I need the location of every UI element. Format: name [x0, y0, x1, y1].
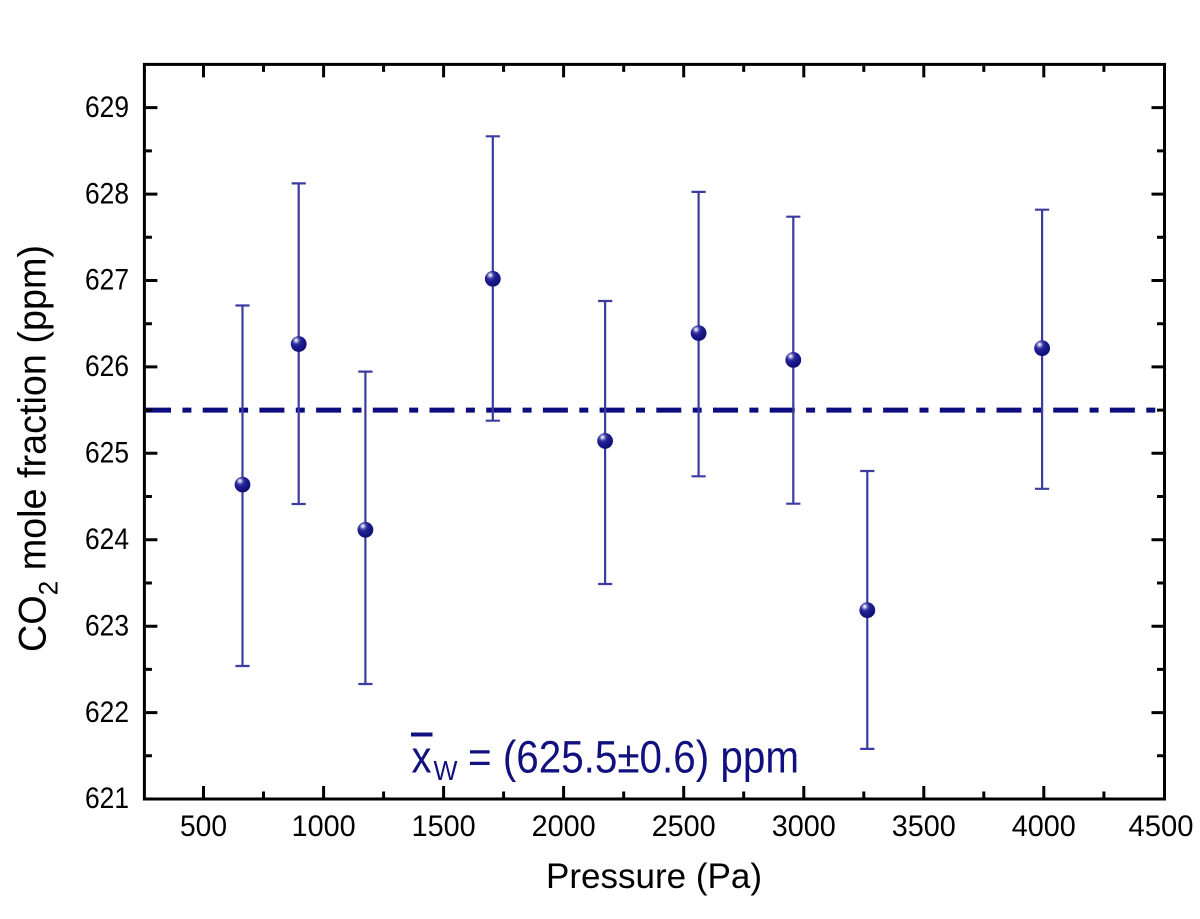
svg-text:626: 626: [85, 350, 129, 383]
svg-text:W: W: [434, 755, 459, 786]
svg-text:1000: 1000: [292, 810, 356, 843]
svg-text:500: 500: [180, 810, 227, 843]
svg-text:1500: 1500: [412, 810, 476, 843]
svg-text:621: 621: [85, 782, 129, 815]
svg-text:625: 625: [85, 437, 129, 470]
svg-text:4500: 4500: [1129, 810, 1194, 843]
svg-text:3500: 3500: [892, 810, 956, 843]
svg-text:622: 622: [85, 696, 129, 729]
svg-text:629: 629: [85, 91, 129, 124]
svg-text:623: 623: [85, 609, 129, 642]
svg-text:624: 624: [85, 523, 129, 556]
svg-text:627: 627: [85, 264, 129, 297]
svg-text:x: x: [412, 732, 432, 783]
svg-text:3000: 3000: [772, 810, 836, 843]
svg-text:2000: 2000: [532, 810, 596, 843]
svg-text:2500: 2500: [652, 810, 716, 843]
svg-text:4000: 4000: [1012, 810, 1076, 843]
svg-text:Pressure (Pa): Pressure (Pa): [546, 857, 762, 896]
svg-text:628: 628: [85, 177, 129, 210]
svg-text:= (625.5±0.6) ppm: = (625.5±0.6) ppm: [468, 732, 799, 783]
